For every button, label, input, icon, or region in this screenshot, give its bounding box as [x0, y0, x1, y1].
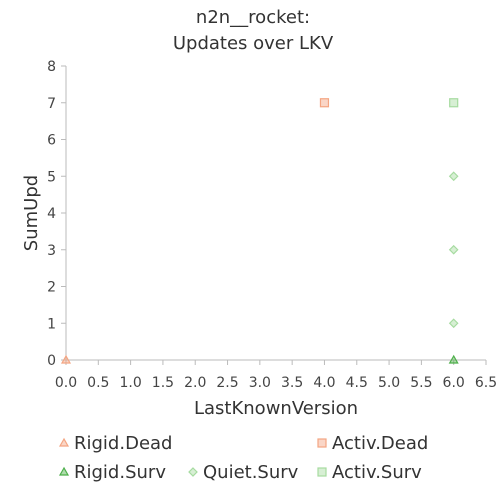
- y-tick-label: 7: [47, 96, 56, 112]
- y-tick-label: 5: [47, 169, 56, 185]
- point-quiet-surv: [448, 318, 459, 329]
- y-tick-label: 2: [47, 280, 56, 296]
- x-tick-label: 3.0: [249, 375, 271, 391]
- x-tick-label: 5.5: [410, 375, 432, 391]
- x-axis-ticks: 0.0 0.5 1.0 1.5 2.0 2.5 3.0 3.5 4.0 4.5 5.0 5.5 6.0 6…: [55, 360, 497, 391]
- y-tick-label: 8: [47, 59, 56, 75]
- axes: [65, 66, 486, 361]
- legend-label-activ-surv: Activ.Surv: [332, 462, 422, 483]
- x-axis-label: LastKnownVersion: [194, 398, 358, 419]
- legend-label-activ-dead: Activ.Dead: [332, 433, 428, 454]
- x-tick-label: 4.5: [346, 375, 368, 391]
- x-tick-label: 0.5: [87, 375, 109, 391]
- x-tick-label: 4.0: [313, 375, 335, 391]
- x-tick-label: 5.0: [378, 375, 400, 391]
- legend-label-rigid-dead: Rigid.Dead: [74, 433, 172, 454]
- point-rigid-dead: [60, 354, 72, 364]
- legend-marker-rigid-surv: [58, 466, 70, 476]
- x-tick-label: 2.0: [184, 375, 206, 391]
- legend: Rigid.Dead Activ.Dead Rigid.Surv Quiet.Surv…: [58, 433, 428, 483]
- y-tick-label: 1: [47, 316, 56, 332]
- x-tick-label: 2.5: [216, 375, 238, 391]
- point-activ-surv: [449, 98, 459, 108]
- y-tick-label: 3: [47, 243, 56, 259]
- x-tick-label: 1.5: [152, 375, 174, 391]
- point-rigid-surv: [448, 354, 459, 364]
- x-tick-label: 3.5: [281, 375, 303, 391]
- x-tick-label: 0.0: [55, 375, 77, 391]
- legend-marker-activ-dead: [317, 438, 327, 448]
- y-tick-label: 4: [47, 206, 56, 222]
- point-quiet-surv: [448, 171, 459, 182]
- legend-label-rigid-surv: Rigid.Surv: [74, 462, 166, 483]
- y-tick-label: 6: [47, 133, 56, 149]
- legend-marker-activ-surv: [317, 467, 327, 477]
- y-tick-label: 0: [47, 353, 56, 369]
- y-axis-label: SumUpd: [21, 175, 42, 251]
- legend-marker-rigid-dead: [58, 437, 70, 447]
- point-activ-dead: [319, 98, 330, 108]
- chart-title-line-1: n2n__rocket:: [196, 7, 310, 28]
- legend-label-quiet-surv: Quiet.Surv: [203, 462, 299, 483]
- point-quiet-surv: [448, 244, 459, 255]
- data-points: [60, 98, 459, 364]
- y-axis-ticks: 0 1 2 3 4 5 6 7 8: [47, 59, 66, 369]
- chart-title-line-2: Updates over LKV: [173, 33, 334, 54]
- x-tick-label: 6.0: [443, 375, 465, 391]
- x-tick-label: 6.5: [475, 375, 497, 391]
- legend-marker-quiet-surv: [188, 467, 198, 477]
- x-tick-label: 1.0: [119, 375, 141, 391]
